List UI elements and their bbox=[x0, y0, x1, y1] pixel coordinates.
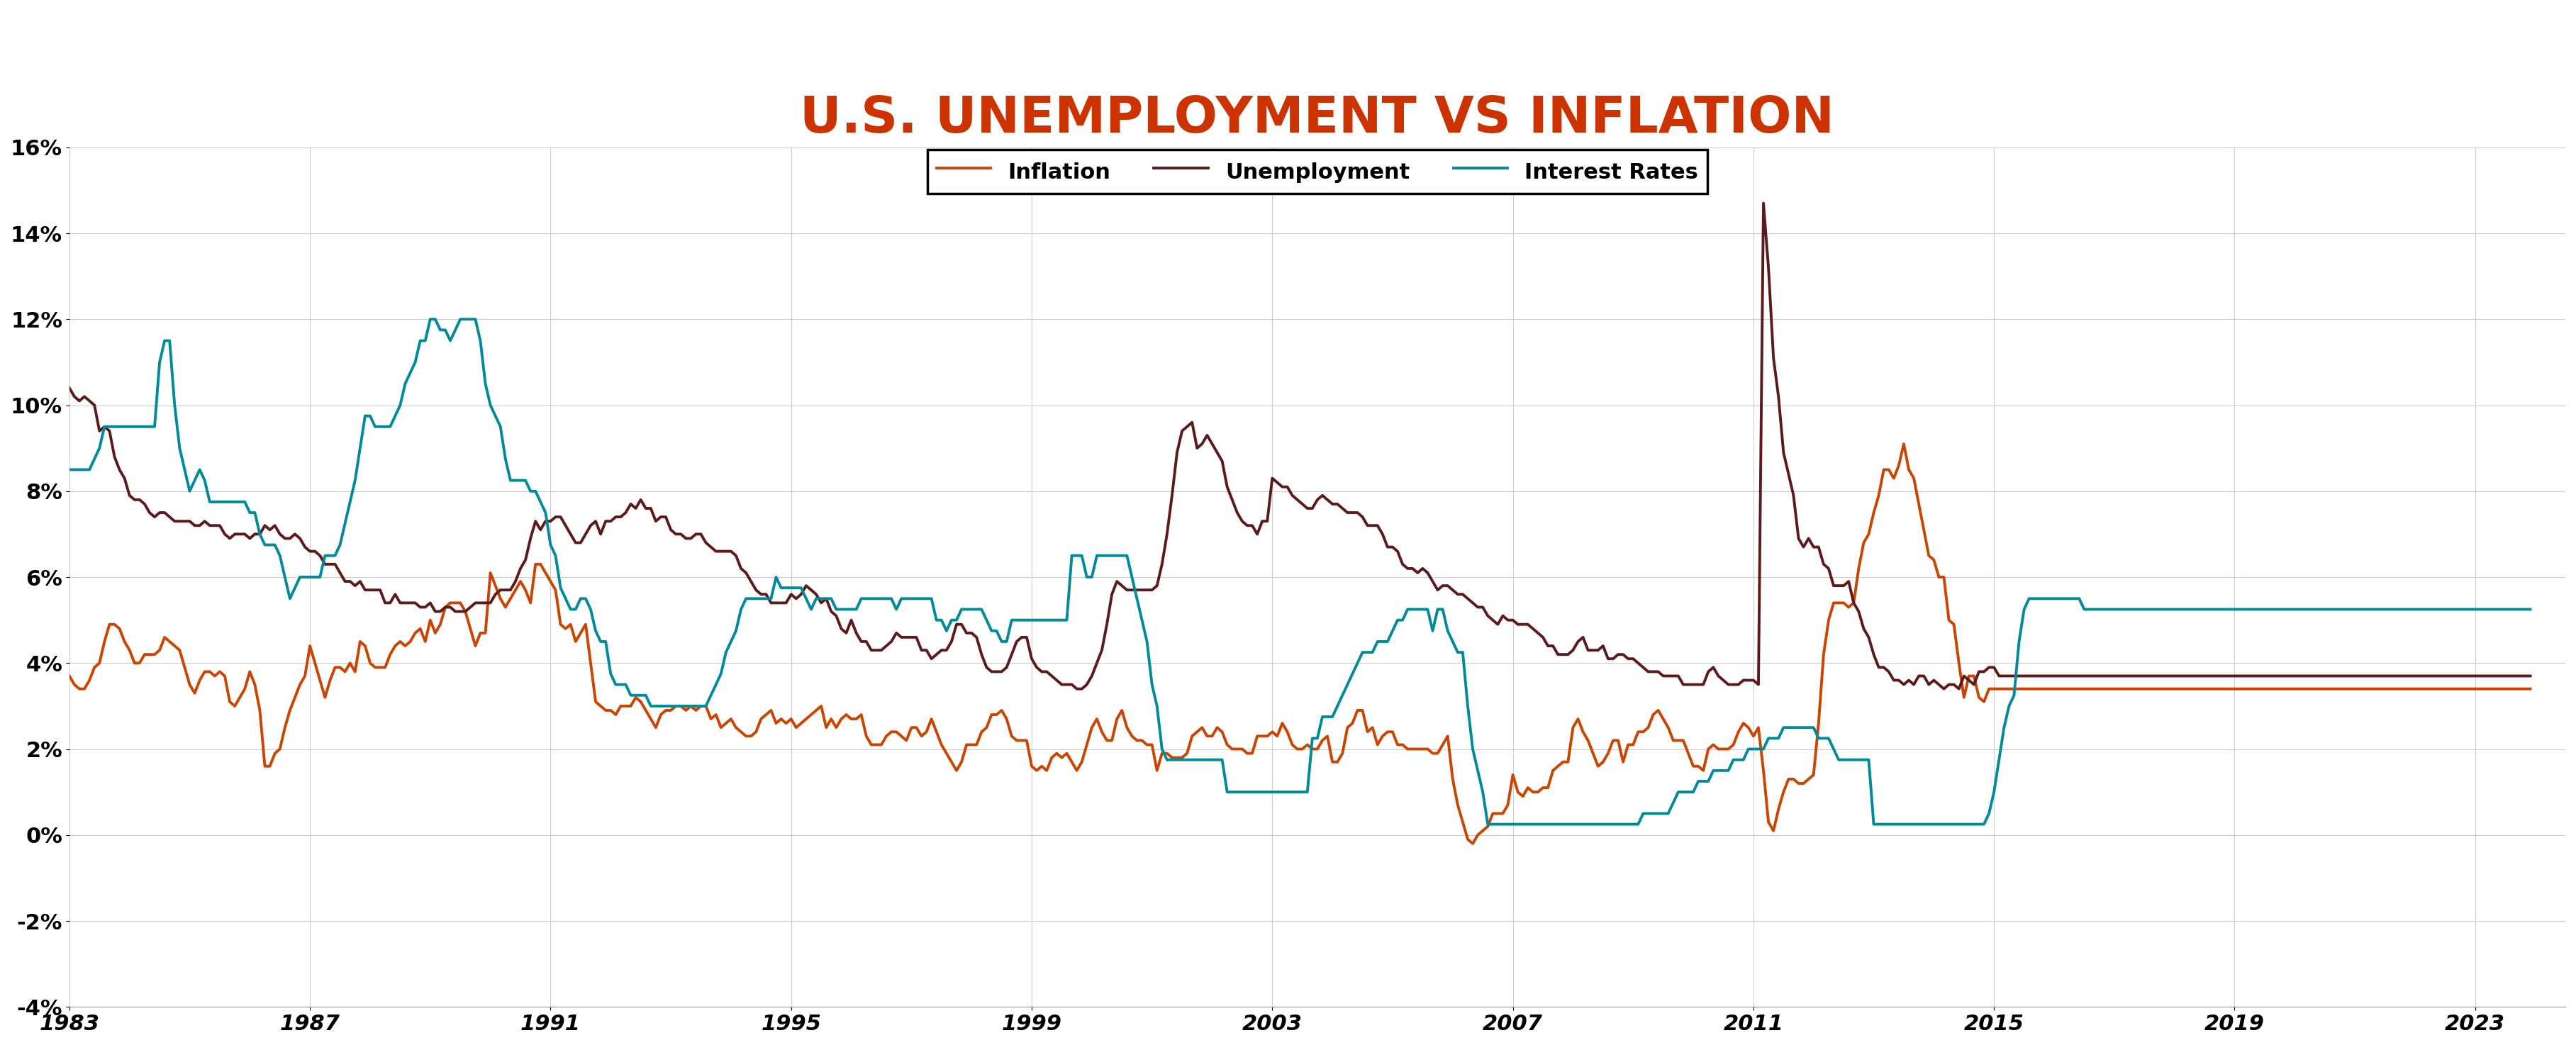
Interest Rates bbox=[1649, 807, 1680, 819]
Inflation bbox=[997, 729, 1028, 742]
Interest Rates bbox=[2300, 603, 2331, 616]
Unemployment bbox=[1749, 196, 1780, 209]
Line: Unemployment: Unemployment bbox=[70, 203, 2530, 689]
Legend: Inflation, Unemployment, Interest Rates: Inflation, Unemployment, Interest Rates bbox=[927, 149, 1708, 193]
Interest Rates bbox=[325, 538, 355, 551]
Inflation bbox=[2084, 682, 2115, 695]
Unemployment bbox=[54, 381, 85, 394]
Inflation bbox=[2133, 682, 2164, 695]
Interest Rates bbox=[2084, 603, 2115, 616]
Line: Interest Rates: Interest Rates bbox=[70, 319, 2530, 825]
Unemployment bbox=[1643, 666, 1674, 678]
Unemployment bbox=[2133, 670, 2164, 682]
Inflation bbox=[325, 661, 355, 674]
Inflation bbox=[1888, 438, 1919, 450]
Unemployment bbox=[2084, 670, 2115, 682]
Inflation bbox=[2514, 682, 2545, 695]
Interest Rates bbox=[54, 463, 85, 475]
Line: Inflation: Inflation bbox=[70, 444, 2530, 843]
Unemployment bbox=[2300, 670, 2331, 682]
Unemployment bbox=[1061, 682, 1092, 695]
Inflation bbox=[2300, 682, 2331, 695]
Unemployment bbox=[2514, 670, 2545, 682]
Interest Rates bbox=[2514, 603, 2545, 616]
Unemployment bbox=[325, 566, 355, 579]
Interest Rates bbox=[1002, 613, 1033, 626]
Unemployment bbox=[997, 648, 1028, 660]
Inflation bbox=[1458, 837, 1489, 850]
Interest Rates bbox=[1473, 818, 1504, 831]
Inflation bbox=[54, 670, 85, 682]
Interest Rates bbox=[415, 312, 446, 325]
Title: U.S. UNEMPLOYMENT VS INFLATION: U.S. UNEMPLOYMENT VS INFLATION bbox=[801, 94, 1834, 143]
Interest Rates bbox=[2133, 603, 2164, 616]
Inflation bbox=[1643, 704, 1674, 717]
